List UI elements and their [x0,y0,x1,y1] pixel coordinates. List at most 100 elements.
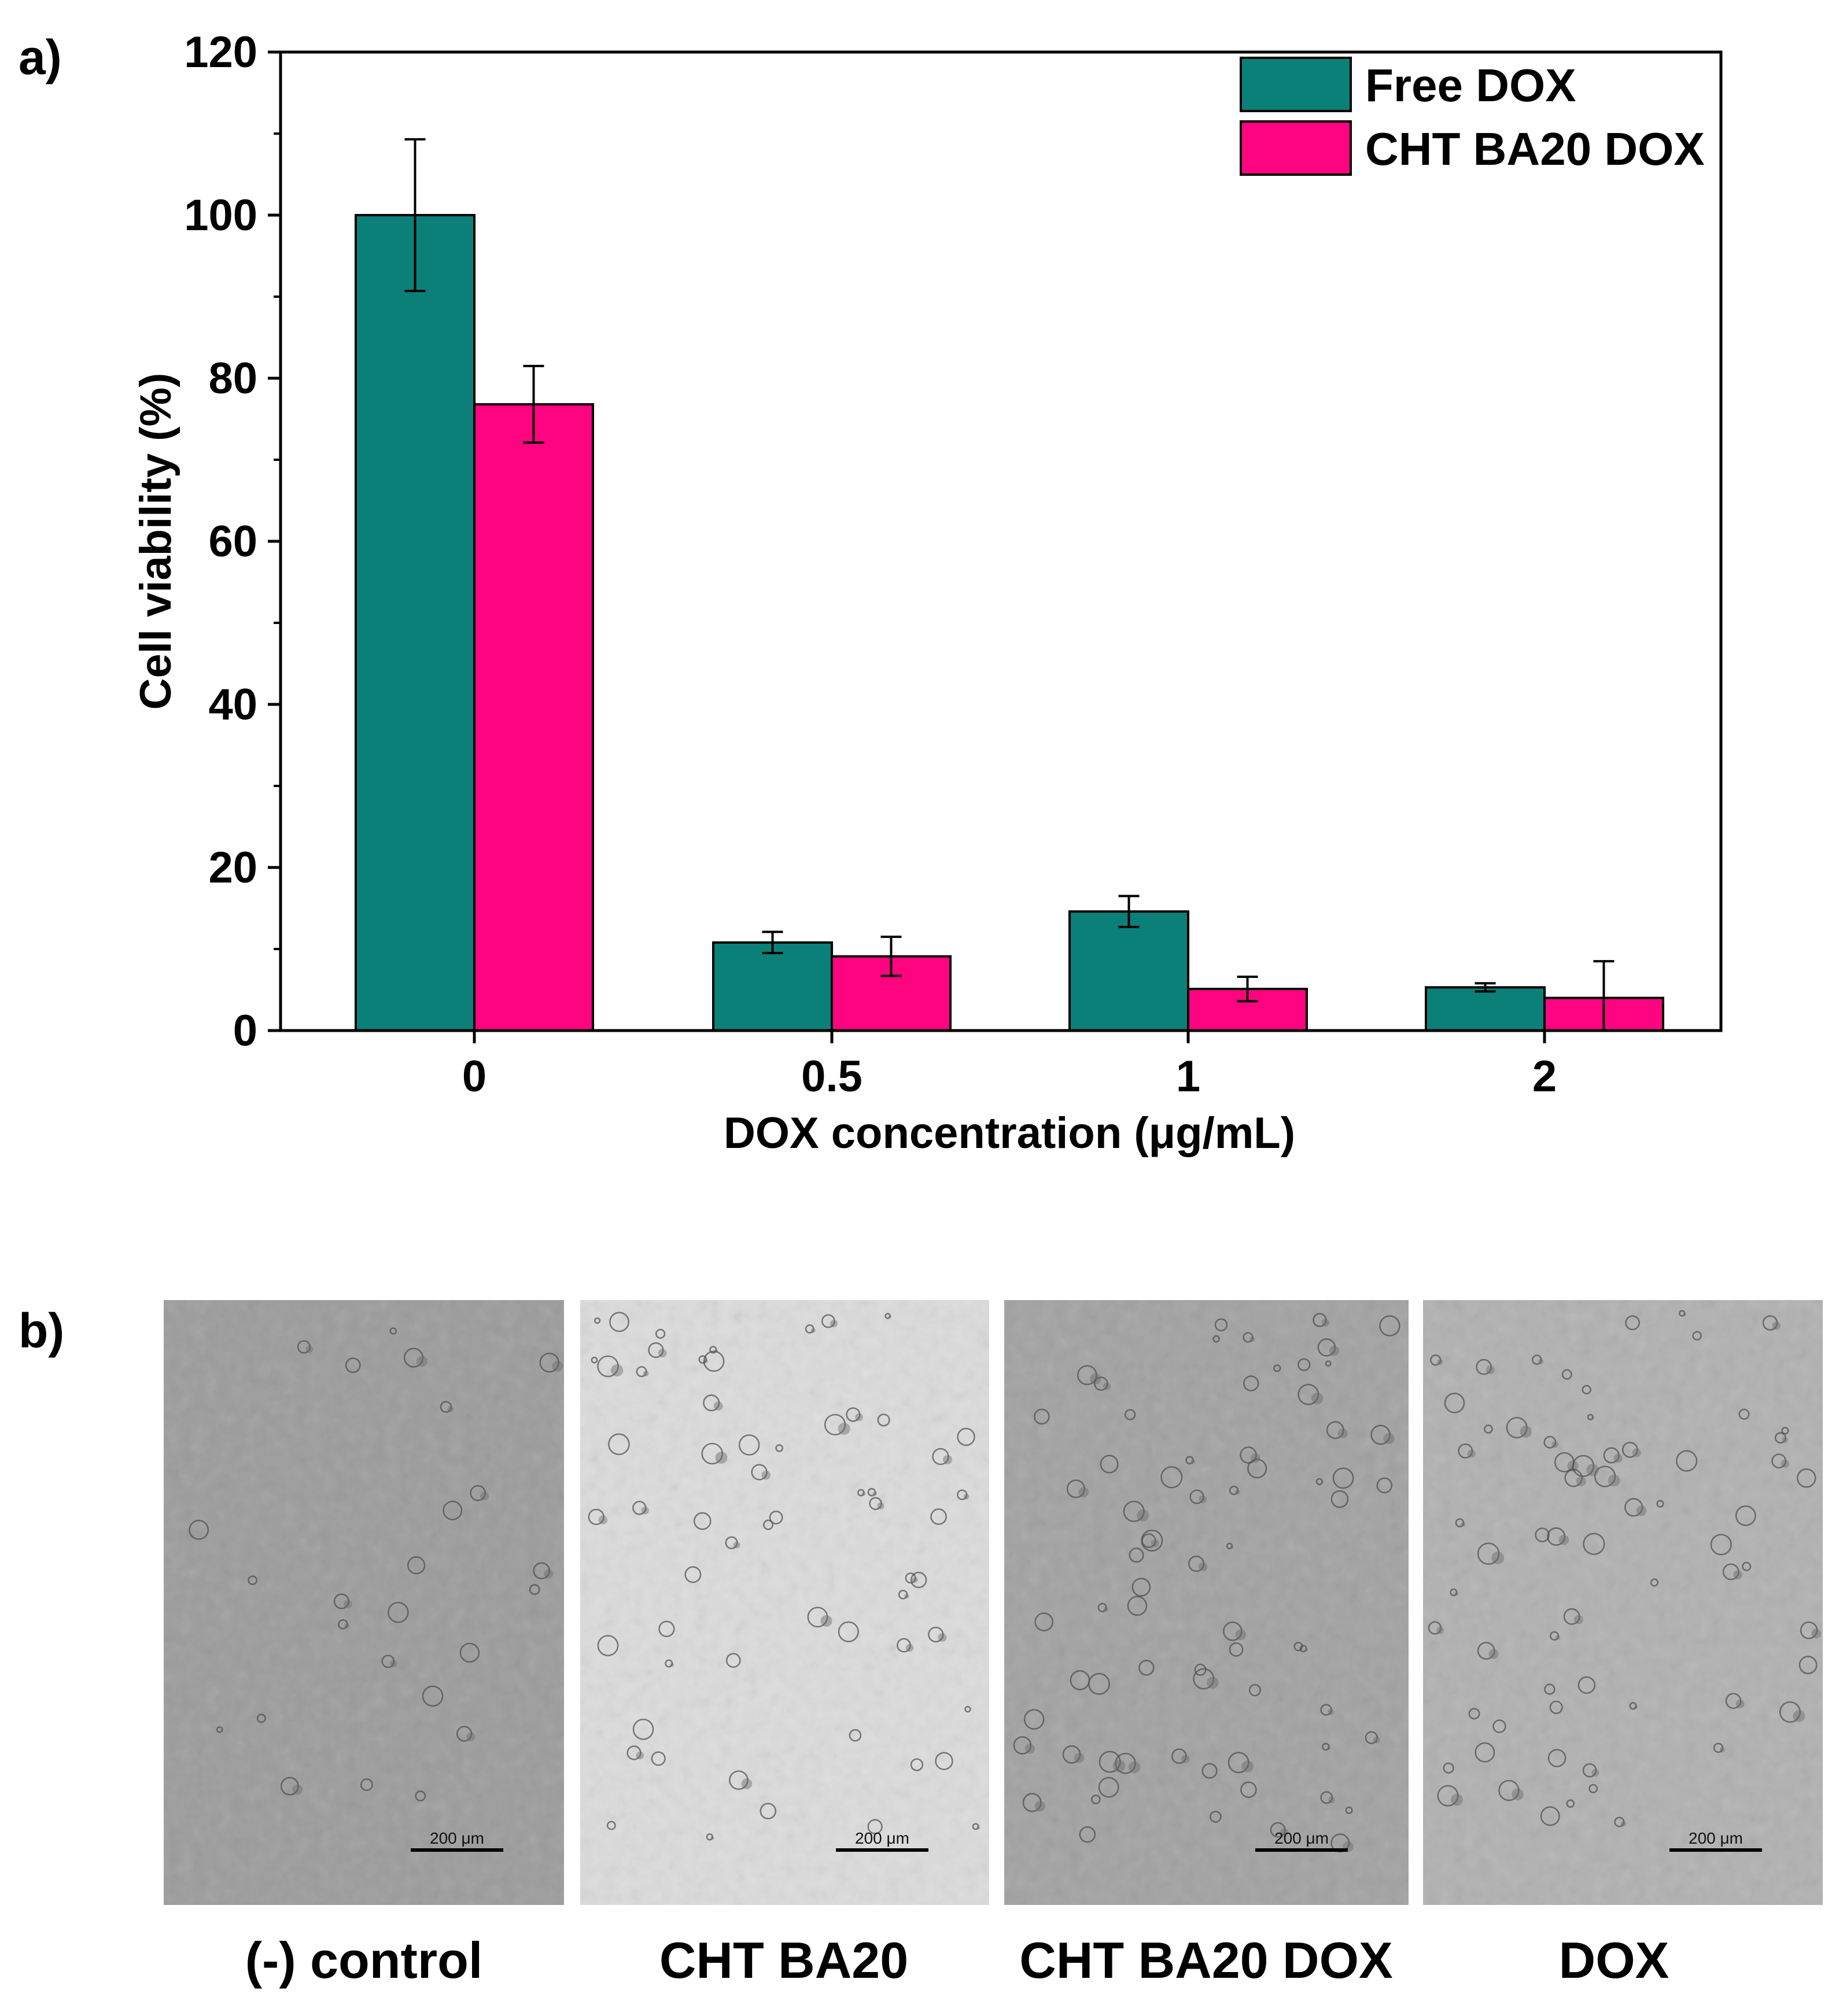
cell-mark [760,1803,777,1819]
cell-mark [1561,1369,1572,1380]
cell-mark [1235,1629,1247,1641]
cell-mark [1735,1505,1756,1526]
error-bar-0-2 [1118,895,1140,928]
cell-mark [440,1401,452,1413]
cell-mark [1450,1588,1458,1597]
cell-mark [1477,1642,1495,1660]
cell-mark [1293,1642,1303,1652]
cell-mark [1206,1677,1219,1689]
error-bar-0-3 [1475,982,1496,993]
cell-mark [957,1427,975,1446]
cell-mark [606,1821,616,1830]
micrograph-panel: 200 μm (-) control 200 μm CHT BA20 200 μm CHT… [164,1300,1823,1989]
micrograph-3 [1423,1300,1823,1905]
cell-mark [1013,1736,1032,1755]
y-axis-title: Cell viability (%) [131,373,180,710]
cell-mark [665,1659,673,1668]
bar-free-dox-0 [355,214,476,1032]
cell-mark [1315,1478,1324,1486]
micrograph-caption-0: (-) control [245,1932,483,1989]
cell-mark [1650,1578,1659,1587]
cell-mark [849,1729,862,1742]
cell-mark [1735,1699,1745,1708]
cell-mark [1141,1529,1163,1552]
bar-cht-ba20-dox-0 [473,403,594,1032]
cell-mark [1229,1642,1244,1657]
cell-mark [1330,1833,1350,1853]
cell-mark [775,1444,783,1452]
cell-mark [1477,1542,1500,1565]
y-tick-label-80: 80 [208,354,257,403]
cell-mark [1443,1762,1454,1774]
cell-mark [643,1371,649,1377]
cell-mark [1325,1360,1332,1367]
cell-mark [1185,1456,1194,1465]
cell-mark [591,1356,598,1364]
cell-mark [1774,1432,1786,1444]
cell-mark [1088,1672,1110,1695]
scale-bar-label-1: 200 μm [855,1829,909,1847]
cell-mark [345,1357,361,1373]
cell-mark [725,1536,738,1549]
cell-mark [709,1346,717,1354]
micrograph-0 [164,1300,564,1905]
cell-mark [1549,1631,1560,1641]
cell-mark [877,1413,890,1427]
cell-mark [805,1324,814,1334]
cell-mark [1304,1648,1308,1652]
cell-mark [597,1635,619,1656]
cell-mark [651,1751,666,1766]
cell-mark [1024,1744,1035,1754]
cell-mark [422,1685,444,1707]
cell-mark [533,1562,550,1579]
cell-mark [658,1349,667,1358]
cell-mark [729,1770,749,1790]
y-axis: 0 20 40 60 80 100 120 [184,28,281,1055]
cell-mark [910,1758,924,1771]
micrograph-texture [164,1300,564,1905]
cell-mark [344,1600,352,1609]
bar-chart: 0 20 40 60 80 100 120 0 0.5 1 2 Cell viability (%… [131,28,1723,1158]
cell-mark [388,1601,409,1623]
cell-mark [1243,1332,1254,1343]
error-bars-layer [404,138,1615,1032]
cell-mark [1090,1373,1101,1385]
cell-mark [1193,1668,1215,1690]
cell-mark [1543,1435,1557,1449]
legend-label-0: Free DOX [1365,60,1576,111]
cell-mark [888,1315,891,1319]
cell-mark [1332,1467,1354,1489]
cell-mark [407,1556,426,1575]
cell-mark [1437,1359,1443,1365]
cell-mark [1582,1763,1597,1778]
cell-mark [1240,1446,1257,1464]
cell-mark [1583,1533,1605,1555]
cell-mark [1587,1413,1594,1421]
cell-mark [1321,1319,1329,1327]
cell-mark [1603,1447,1620,1464]
cell-mark [297,1340,311,1354]
cell-mark [976,1826,980,1830]
cell-mark [932,1448,949,1465]
cell-mark [1243,1375,1259,1391]
cell-mark [1588,1784,1598,1793]
cell-mark [470,1485,486,1501]
cell-mark [1023,1709,1045,1730]
micrograph-texture [1423,1300,1823,1905]
cell-mark [1212,1335,1220,1343]
cell-mark [1128,1761,1141,1774]
cell-mark [655,1328,666,1339]
cell-mark [1551,1441,1558,1448]
cell-mark [1379,1315,1400,1336]
cell-mark [1710,1534,1732,1556]
cell-mark [1326,1421,1344,1439]
cell-mark [1247,1459,1267,1479]
cell-mark [636,1751,644,1760]
cell-mark [867,1487,876,1497]
y-tick-label-0: 0 [233,1006,257,1055]
cell-mark [733,1541,740,1549]
cell-mark [1074,1752,1085,1763]
legend-label-1: CHT BA20 DOX [1365,123,1705,175]
cell-mark [1506,1417,1528,1439]
micrograph-1 [580,1300,989,1905]
